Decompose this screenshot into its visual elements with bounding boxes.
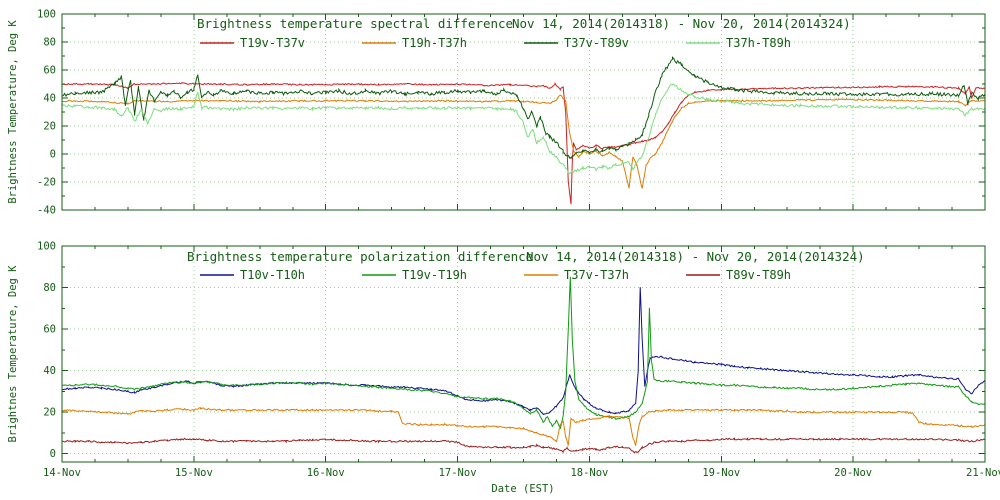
- x-tick-label: 19-Nov: [702, 467, 740, 479]
- top-panel-date-range: Nov 14, 2014(2014318) - Nov 20, 2014(201…: [512, 16, 851, 31]
- legend-label-T19v-T37v: T19v-T37v: [240, 36, 305, 50]
- x-tick-label: 20-Nov: [834, 467, 872, 479]
- panel-0: -40 -20 0 20 40 60 80 100 T19v-T37v T19h-T37h T37v…: [37, 9, 986, 217]
- y-tick-label: 40: [43, 93, 56, 105]
- y-tick-label: 20: [43, 121, 56, 133]
- series-line-T89v-T89h: [62, 437, 985, 454]
- x-tick-label: 14-Nov: [43, 467, 81, 479]
- series-line-T37v-T89v: [62, 56, 985, 160]
- y-tick-label: 100: [37, 241, 56, 253]
- y-tick-label: 80: [43, 282, 56, 294]
- legend-label-T19v-T19h: T19v-T19h: [402, 268, 467, 282]
- panel-1: 0 20 40 60 80 100 14-Nov 15-Nov 16-Nov 17-Nov 18-N…: [37, 241, 1000, 480]
- top-y-axis-label: Brightness Temperature, Deg K: [7, 20, 19, 204]
- x-tick-label: 16-Nov: [307, 467, 345, 479]
- top-panel-title: Brightness temperature spectral differen…: [197, 16, 514, 31]
- x-tick-label: 17-Nov: [439, 467, 477, 479]
- y-tick-label: 20: [43, 407, 56, 419]
- y-tick-label: 80: [43, 37, 56, 49]
- x-axis-label: Date (EST): [491, 483, 555, 495]
- series-line-T19h-T37h: [62, 94, 985, 189]
- series-line-T19v-T37v: [62, 81, 985, 205]
- bottom-y-axis-label: Brightnes Temperature, Deg K: [7, 265, 19, 443]
- y-tick-label: 0: [50, 149, 56, 161]
- series-line-T19v-T19h: [62, 276, 985, 429]
- axis-frame: [61, 245, 986, 463]
- x-tick-label: 21-Nov: [966, 467, 1000, 479]
- series-line-T37h-T89h: [62, 83, 985, 174]
- legend-label-T19h-T37h: T19h-T37h: [402, 36, 467, 50]
- x-tick-label: 15-Nov: [175, 467, 213, 479]
- legend-label-T37v-T89v: T37v-T89v: [564, 36, 629, 50]
- legend-label-T10v-T10h: T10v-T10h: [240, 268, 305, 282]
- y-tick-label: -40: [37, 205, 56, 217]
- series-line-T10v-T10h: [62, 287, 985, 416]
- series-line-T37v-T37h: [62, 406, 985, 446]
- bottom-panel-title: Brightness temperature polarization diff…: [187, 249, 534, 264]
- legend-label-T89v-T89h: T89v-T89h: [726, 268, 791, 282]
- legend-label-T37v-T37h: T37v-T37h: [564, 268, 629, 282]
- y-tick-label: 60: [43, 324, 56, 336]
- y-tick-label: 40: [43, 365, 56, 377]
- x-tick-label: 18-Nov: [570, 467, 608, 479]
- bottom-panel-date-range: Nov 14, 2014(2014318) - Nov 20, 2014(201…: [526, 249, 865, 264]
- series-group: [62, 56, 985, 205]
- legend-label-T37h-T89h: T37h-T89h: [726, 36, 791, 50]
- y-tick-label: -20: [37, 177, 56, 189]
- y-tick-label: 0: [50, 448, 56, 460]
- y-tick-label: 60: [43, 65, 56, 77]
- y-tick-label: 100: [37, 9, 56, 21]
- series-group: [62, 276, 985, 454]
